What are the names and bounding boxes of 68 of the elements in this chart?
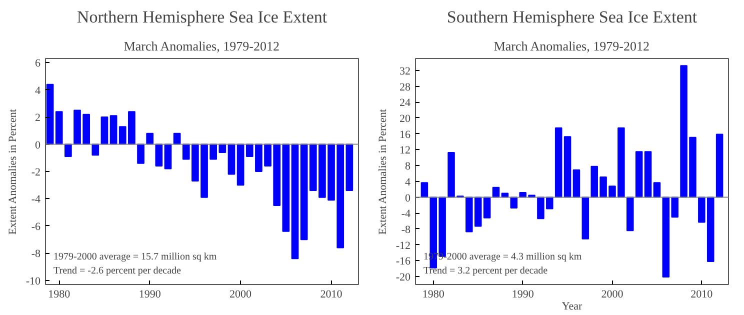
y-tick-label: 8 xyxy=(405,160,411,173)
bar xyxy=(100,116,108,145)
bar xyxy=(653,182,661,198)
annotation: Trend = -2.6 percent per decade xyxy=(54,266,182,276)
bar xyxy=(146,132,154,145)
x-tick-label: 1980 xyxy=(48,288,71,300)
bar xyxy=(92,144,100,156)
chart-title: Northern Hemisphere Sea Ice Extent xyxy=(76,8,328,26)
bar xyxy=(564,136,572,198)
bar xyxy=(635,151,643,198)
bar xyxy=(236,144,244,186)
y-tick-label: -4 xyxy=(401,208,411,220)
bar xyxy=(155,144,163,167)
bar xyxy=(420,182,428,198)
chart-title: Southern Hemisphere Sea Ice Extent xyxy=(446,8,698,26)
y-tick-label: 12 xyxy=(400,144,410,157)
y-tick-label: 28 xyxy=(400,81,411,94)
y-tick-label: -4 xyxy=(31,194,41,206)
y-tick-label: 24 xyxy=(400,97,411,110)
y-tick-label: 6 xyxy=(35,58,41,70)
bar xyxy=(300,144,308,240)
bar xyxy=(346,144,354,192)
x-tick-label: 1990 xyxy=(138,288,162,300)
bar xyxy=(554,127,562,198)
y-axis-title: Extent Anomalies in Percent xyxy=(376,109,389,235)
x-tick-label: 2010 xyxy=(320,288,343,300)
y-tick-label: -10 xyxy=(26,275,41,288)
annotation: Trend = 3.2 percent per decade xyxy=(424,266,548,276)
y-tick-label: -8 xyxy=(31,248,41,260)
chart-subtitle: March Anomalies, 1979-2012 xyxy=(494,38,650,54)
y-tick-label: 32 xyxy=(400,65,410,78)
bar xyxy=(228,144,236,175)
bar xyxy=(64,144,72,158)
bar xyxy=(572,169,580,198)
bar xyxy=(716,134,724,198)
y-tick-label: 0 xyxy=(405,192,411,204)
bar xyxy=(55,111,63,145)
y-tick-label: -16 xyxy=(396,256,411,268)
bar xyxy=(626,196,634,232)
bar xyxy=(644,151,652,198)
bar xyxy=(46,84,54,145)
bar xyxy=(483,196,491,218)
y-tick-label: -6 xyxy=(31,220,41,233)
y-tick-label: -12 xyxy=(396,240,411,252)
bar xyxy=(110,115,118,145)
y-tick-label: -2 xyxy=(31,166,41,178)
x-tick-label: 2000 xyxy=(601,288,624,300)
y-tick-label: 0 xyxy=(35,139,41,152)
chart-subtitle: March Anomalies, 1979-2012 xyxy=(124,38,280,54)
x-tick-label: 2010 xyxy=(690,288,714,300)
x-tick-label: 2000 xyxy=(230,288,252,300)
x-axis-title: Year xyxy=(562,300,582,312)
y-tick-label: 20 xyxy=(400,112,411,125)
bar xyxy=(164,144,172,170)
bar xyxy=(137,144,144,164)
x-tick-label: 1980 xyxy=(422,288,445,300)
x-tick-label: 1990 xyxy=(512,288,534,300)
bar xyxy=(510,196,518,208)
y-tick-label: 4 xyxy=(35,84,41,97)
y-tick-label: 4 xyxy=(405,176,411,188)
bar xyxy=(582,196,590,240)
bar xyxy=(291,144,299,260)
y-axis-title: Extent Anomalies in Percent xyxy=(6,109,19,235)
y-tick-label: 2 xyxy=(35,112,40,124)
y-tick-label: 16 xyxy=(400,128,411,141)
y-tick-label: -20 xyxy=(396,272,411,284)
y-tick-label: -8 xyxy=(401,224,411,236)
annotation: 1979-2000 average = 15.7 million sq km xyxy=(54,252,217,262)
